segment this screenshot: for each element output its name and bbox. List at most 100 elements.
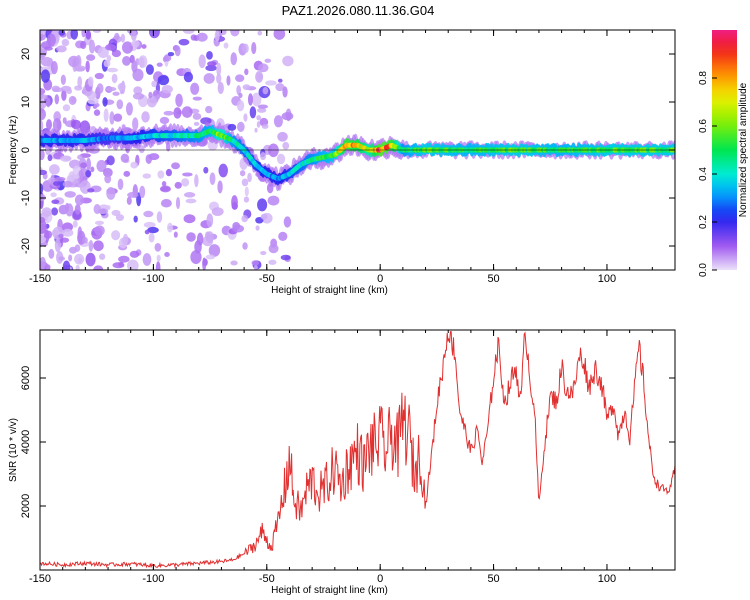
spectrogram-y-axis-label: Frequency (Hz) [8,116,19,185]
noise-blob [61,38,70,47]
noise-blob [104,174,112,184]
noise-blob [112,262,125,269]
noise-blob [126,196,132,205]
noise-blob [223,42,229,49]
noise-blob [115,214,124,222]
noise-blob [111,73,118,84]
noise-blob [47,33,56,47]
noise-blob [61,228,74,237]
noise-blob [40,108,46,121]
noise-blob [241,178,249,187]
noise-blob [260,213,268,220]
noise-blob [105,86,117,92]
noise-blob [141,44,147,49]
spectrogram-y-tick-label: 10 [20,96,32,108]
noise-blob [161,181,167,187]
noise-blob [60,155,72,162]
noise-blob [259,152,267,161]
noise-blob [205,64,217,72]
noise-blob [111,209,121,217]
noise-blob [230,52,238,66]
noise-blob [207,61,217,67]
noise-blob [74,194,85,206]
noise-blob [138,145,145,154]
noise-blob [282,86,288,98]
noise-blob [167,222,173,233]
noise-blob [183,214,196,224]
noise-blob [93,204,101,215]
noise-blob [247,93,253,106]
noise-blob [75,55,82,68]
noise-blob [102,97,108,107]
noise-blob [244,186,249,197]
noise-blob [80,40,87,50]
noise-blob [185,198,197,204]
noise-blob [165,168,172,177]
spectrogram-x-axis-label: Height of straight line (km) [271,285,388,296]
noise-blob [62,117,67,124]
colorbar: 0.0 0.2 0.4 0.6 0.8 Normalized spectral ampli… [698,30,749,277]
snr-y-tick-label: 2000 [20,494,32,518]
noise-blob [264,58,272,63]
noise-blob [66,88,73,95]
noise-blob [216,62,222,76]
spectrogram-x-tick-label: 50 [487,273,499,285]
noise-blob [145,154,152,164]
chart-title: PAZ1.2026.080.11.36.G04 [282,3,435,18]
noise-blob [142,253,152,266]
noise-blob [226,75,231,86]
noise-blob [196,32,208,42]
noise-blob [198,54,206,69]
noise-blob [171,162,181,170]
noise-blob [48,248,55,259]
noise-blob [88,39,96,54]
snr-x-axis-label: Height of straight line (km) [271,585,388,596]
noise-blob [82,236,88,244]
colorbar-tick-label: 0.4 [698,167,709,181]
spectrogram-frame [39,29,676,271]
noise-blob [105,205,111,211]
noise-blob [68,95,77,105]
noise-blob [151,80,157,88]
noise-blob [61,89,67,101]
noise-blob [132,68,144,82]
noise-blob [106,155,115,166]
noise-blob [209,172,216,185]
noise-blob [202,257,207,270]
noise-blob [157,170,165,179]
noise-blob [206,213,214,228]
noise-blob [54,94,60,105]
spectrogram-y-tick-label: -20 [20,238,32,254]
snr-x-tick-label: -150 [29,573,51,585]
noise-blob [236,100,245,112]
noise-blob [120,33,126,43]
noise-blob [173,231,178,238]
noise-blob [262,87,269,95]
noise-blob [257,104,269,109]
noise-blob [132,92,145,100]
noise-blob [251,260,260,266]
noise-blob [196,232,204,246]
noise-blob [277,78,283,83]
noise-blob [236,85,242,96]
noise-blob [159,185,171,193]
noise-blob [49,164,60,175]
noise-blob [217,82,224,94]
noise-blob [113,113,123,122]
noise-blob [122,233,129,245]
spectrogram-x-tick-label: -100 [142,273,164,285]
noise-blob [105,43,117,51]
noise-blob [244,68,249,76]
noise-blob [117,82,126,91]
colorbar-tick-label: 0.6 [698,119,709,133]
noise-blob [45,119,52,131]
noise-blob [181,178,190,187]
noise-blob [156,254,161,262]
spectrogram-y-tick-label: 20 [20,48,32,60]
noise-blob [146,95,157,108]
noise-blob [77,76,83,88]
noise-blob [60,74,66,85]
noise-blob [273,30,286,40]
noise-blob [40,220,47,234]
